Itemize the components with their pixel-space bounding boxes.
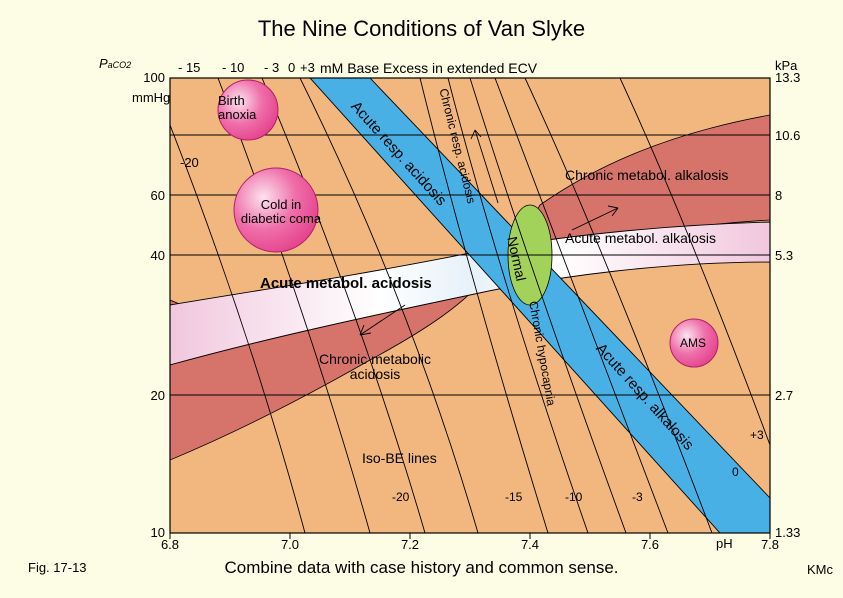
xt-74: 7.4 xyxy=(510,537,550,552)
iso-b-0: 0 xyxy=(732,465,739,479)
xt-70: 7.0 xyxy=(270,537,310,552)
lbl-chronic-met-alk: Chronic metabol. alkalosis xyxy=(565,167,728,183)
yl-100: 100 xyxy=(130,70,165,85)
lbl-chronic-met-acid: Chronic metabolic acidosis xyxy=(305,352,445,382)
xt-76: 7.6 xyxy=(630,537,670,552)
xt-68: 6.8 xyxy=(150,537,190,552)
iso-b-p3: +3 xyxy=(750,428,764,442)
lbl-cold-diabetic: Cold in diabetic coma xyxy=(236,198,326,226)
iso-b-m3: -3 xyxy=(632,490,643,504)
lbl-birth-anoxia: Birth anoxia xyxy=(218,94,256,122)
yr-133: 13.3 xyxy=(775,70,800,85)
lbl-iso-be: Iso-BE lines xyxy=(362,450,437,466)
xt-72: 7.2 xyxy=(390,537,430,552)
lbl-ams: AMS xyxy=(680,336,706,350)
yl-60: 60 xyxy=(130,188,165,203)
lbl-acute-met-alk: Acute metabol. alkalosis xyxy=(565,230,716,246)
lbl-extra-m20: -20 xyxy=(180,155,199,170)
iso-b-m20: -20 xyxy=(392,490,409,504)
yr-80: 8 xyxy=(775,188,782,203)
iso-b-m15: -15 xyxy=(505,490,522,504)
yr-53: 5.3 xyxy=(775,248,793,263)
x-ticks xyxy=(170,533,770,539)
lbl-acute-met-acid: Acute metabol. acidosis xyxy=(260,275,432,292)
yl-40: 40 xyxy=(130,248,165,263)
yr-106: 10.6 xyxy=(775,128,800,143)
chart xyxy=(0,0,843,598)
xt-78: 7.8 xyxy=(750,537,790,552)
yr-27: 2.7 xyxy=(775,388,793,403)
yl-20: 20 xyxy=(130,388,165,403)
iso-b-m10: -10 xyxy=(565,490,582,504)
